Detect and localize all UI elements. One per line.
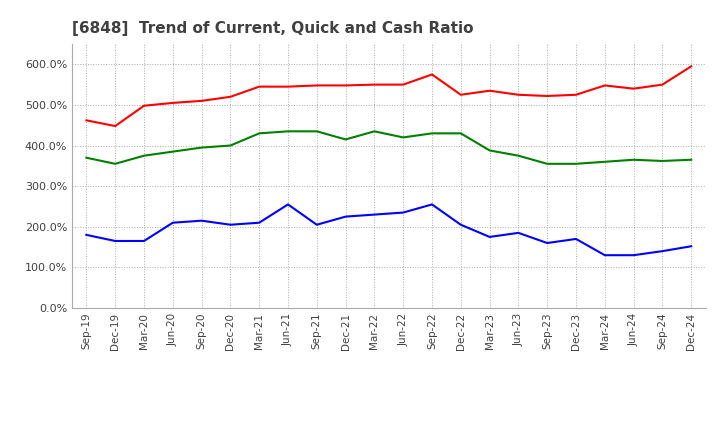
Current Ratio (341, 83, 350, 88)
Quick Ratio (514, 153, 523, 158)
Quick Ratio (572, 161, 580, 166)
Quick Ratio (543, 161, 552, 166)
Text: [6848]  Trend of Current, Quick and Cash Ratio: [6848] Trend of Current, Quick and Cash … (72, 21, 474, 36)
Cash Ratio (370, 212, 379, 217)
Current Ratio (226, 94, 235, 99)
Cash Ratio (168, 220, 177, 225)
Cash Ratio (399, 210, 408, 215)
Quick Ratio (600, 159, 609, 165)
Cash Ratio (428, 202, 436, 207)
Current Ratio (370, 82, 379, 87)
Cash Ratio (572, 236, 580, 242)
Cash Ratio (341, 214, 350, 219)
Quick Ratio (226, 143, 235, 148)
Line: Cash Ratio: Cash Ratio (86, 205, 691, 255)
Current Ratio (255, 84, 264, 89)
Cash Ratio (82, 232, 91, 238)
Quick Ratio (629, 157, 638, 162)
Current Ratio (197, 98, 206, 103)
Quick Ratio (399, 135, 408, 140)
Quick Ratio (687, 157, 696, 162)
Current Ratio (399, 82, 408, 87)
Quick Ratio (485, 148, 494, 153)
Cash Ratio (687, 244, 696, 249)
Quick Ratio (658, 158, 667, 164)
Current Ratio (82, 118, 91, 123)
Cash Ratio (197, 218, 206, 224)
Current Ratio (428, 72, 436, 77)
Current Ratio (456, 92, 465, 97)
Quick Ratio (82, 155, 91, 160)
Current Ratio (168, 100, 177, 106)
Line: Quick Ratio: Quick Ratio (86, 131, 691, 164)
Cash Ratio (456, 222, 465, 227)
Quick Ratio (370, 128, 379, 134)
Cash Ratio (284, 202, 292, 207)
Current Ratio (140, 103, 148, 108)
Cash Ratio (514, 230, 523, 235)
Cash Ratio (312, 222, 321, 227)
Cash Ratio (140, 238, 148, 244)
Current Ratio (687, 64, 696, 69)
Current Ratio (514, 92, 523, 97)
Quick Ratio (140, 153, 148, 158)
Cash Ratio (226, 222, 235, 227)
Cash Ratio (658, 249, 667, 254)
Cash Ratio (485, 234, 494, 239)
Quick Ratio (456, 131, 465, 136)
Current Ratio (111, 123, 120, 128)
Quick Ratio (168, 149, 177, 154)
Current Ratio (600, 83, 609, 88)
Current Ratio (629, 86, 638, 92)
Current Ratio (543, 93, 552, 99)
Cash Ratio (111, 238, 120, 244)
Quick Ratio (111, 161, 120, 166)
Quick Ratio (255, 131, 264, 136)
Cash Ratio (255, 220, 264, 225)
Cash Ratio (543, 240, 552, 246)
Current Ratio (312, 83, 321, 88)
Quick Ratio (341, 137, 350, 142)
Line: Current Ratio: Current Ratio (86, 66, 691, 126)
Quick Ratio (428, 131, 436, 136)
Current Ratio (485, 88, 494, 93)
Quick Ratio (312, 128, 321, 134)
Current Ratio (284, 84, 292, 89)
Quick Ratio (284, 128, 292, 134)
Quick Ratio (197, 145, 206, 150)
Cash Ratio (629, 253, 638, 258)
Current Ratio (572, 92, 580, 97)
Current Ratio (658, 82, 667, 87)
Cash Ratio (600, 253, 609, 258)
